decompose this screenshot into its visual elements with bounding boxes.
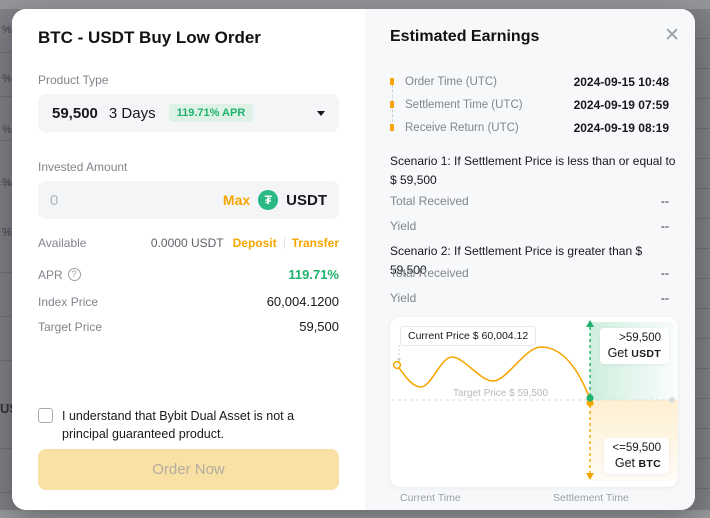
product-type-label: Product Type (38, 73, 109, 87)
timeline-marker-icon (390, 101, 394, 108)
above-target-callout: >59,500 Get USDT (599, 328, 669, 364)
total-received-value: -- (661, 266, 669, 280)
timeline-row: Receive Return (UTC) 2024-09-19 08:19 (390, 116, 669, 139)
timeline-marker-icon (390, 124, 394, 131)
total-received-label: Total Received (390, 266, 469, 280)
order-time-value: 2024-09-15 10:48 (573, 74, 669, 89)
backdrop-percent-text: % (2, 73, 12, 85)
apr-label: APR (38, 267, 63, 282)
index-price-label: Index Price (38, 294, 99, 309)
below-target-callout: <=59,500 Get BTC (604, 438, 669, 474)
below-asset: BTC (638, 458, 661, 470)
scenario-2-total-received: Total Received -- (390, 266, 669, 280)
product-term: 3 Days (108, 104, 156, 122)
order-title: BTC - USDT Buy Low Order (38, 28, 261, 47)
settlement-time-value: 2024-09-19 07:59 (573, 97, 669, 112)
above-condition: >59,500 (619, 332, 661, 344)
agreement-row: I understand that Bybit Dual Asset is no… (38, 407, 340, 443)
backdrop-percent-text: % (2, 177, 12, 189)
available-row: Available 0.0000 USDT Deposit Transfer (38, 236, 339, 250)
index-price-value: 60,004.1200 (266, 294, 339, 309)
close-icon[interactable]: ✕ (664, 25, 680, 46)
backdrop-top-strip (0, 0, 710, 9)
yield-value: -- (661, 219, 669, 233)
backdrop-bottom-strip (0, 510, 710, 518)
available-label: Available (38, 236, 87, 250)
receive-return-value: 2024-09-19 08:19 (573, 120, 669, 135)
agreement-checkbox[interactable] (38, 408, 53, 423)
yield-label: Yield (390, 291, 417, 305)
target-price-value: 59,500 (299, 319, 339, 334)
agreement-text: I understand that Bybit Dual Asset is no… (62, 409, 295, 442)
apr-value: 119.71% (288, 267, 339, 282)
timeline-row: Settlement Time (UTC) 2024-09-19 07:59 (390, 93, 669, 116)
x-axis-current-time: Current Time (400, 492, 461, 504)
backdrop-percent-text: % (2, 124, 12, 136)
available-value: 0.0000 USDT (150, 236, 224, 250)
backdrop-percent-text: % (2, 24, 12, 36)
current-price-label: Current Price $ 60,004.12 (400, 326, 537, 346)
target-price-label: Target Price (38, 319, 103, 334)
order-form-panel: BTC - USDT Buy Low Order Product Type 59… (12, 9, 365, 510)
divider (283, 237, 285, 249)
above-get-label: Get (607, 346, 628, 360)
apr-badge: 119.71% APR (168, 104, 254, 122)
order-now-button[interactable]: Order Now (38, 449, 339, 490)
amount-input[interactable] (50, 191, 215, 209)
timeline-row: Order Time (UTC) 2024-09-15 10:48 (390, 70, 669, 93)
backdrop-table-left (0, 9, 14, 510)
price-scenario-chart: Current Price $ 60,004.12 Target Price $… (390, 317, 678, 487)
target-price-row: Target Price 59,500 (38, 319, 339, 334)
target-price-line-label: Target Price $ 59,500 (453, 388, 549, 399)
backdrop-table-right (695, 9, 710, 510)
product-type-select[interactable]: 59,500 3 Days 119.71% APR (38, 94, 339, 132)
scenario-1-title: Scenario 1: If Settlement Price is less … (390, 154, 676, 188)
earnings-title: Estimated Earnings (390, 28, 540, 45)
order-time-label: Order Time (UTC) (405, 75, 497, 88)
backdrop-percent-text: % (2, 227, 12, 239)
total-received-value: -- (661, 194, 669, 208)
transfer-link[interactable]: Transfer (291, 236, 339, 250)
timeline-marker-icon (390, 78, 394, 85)
below-get-label: Get (614, 456, 636, 470)
below-condition: <=59,500 (612, 442, 661, 454)
scenario-1-yield: Yield -- (390, 219, 669, 233)
scenario-2-yield: Yield -- (390, 291, 669, 305)
receive-return-label: Receive Return (UTC) (405, 121, 519, 134)
product-strike: 59,500 (52, 104, 98, 122)
index-price-row: Index Price 60,004.1200 (38, 294, 339, 309)
currency-label: USDT (286, 191, 327, 209)
yield-value: -- (661, 291, 669, 305)
scenario-2-title: Scenario 2: If Settlement Price is great… (390, 244, 643, 278)
invested-amount-box: Max ₮ USDT (38, 181, 339, 219)
invested-amount-label: Invested Amount (38, 160, 128, 174)
x-axis-settlement-time: Settlement Time (553, 492, 629, 504)
chevron-down-icon (317, 110, 325, 116)
max-button[interactable]: Max (222, 192, 251, 208)
tether-icon: ₮ (258, 190, 279, 210)
settlement-time-label: Settlement Time (UTC) (405, 98, 523, 111)
price-curve-graphic (392, 320, 676, 480)
deposit-link[interactable]: Deposit (232, 236, 277, 250)
dual-asset-order-modal: BTC - USDT Buy Low Order Product Type 59… (12, 9, 695, 510)
apr-row: APR ? 119.71% (38, 267, 339, 282)
yield-label: Yield (390, 219, 417, 233)
total-received-label: Total Received (390, 194, 469, 208)
scenario-1-total-received: Total Received -- (390, 194, 669, 208)
order-timeline: Order Time (UTC) 2024-09-15 10:48 Settle… (390, 70, 669, 139)
help-icon[interactable]: ? (67, 268, 81, 281)
above-asset: USDT (631, 348, 661, 360)
estimated-earnings-panel: Estimated Earnings ✕ Order Time (UTC) 20… (365, 9, 695, 510)
